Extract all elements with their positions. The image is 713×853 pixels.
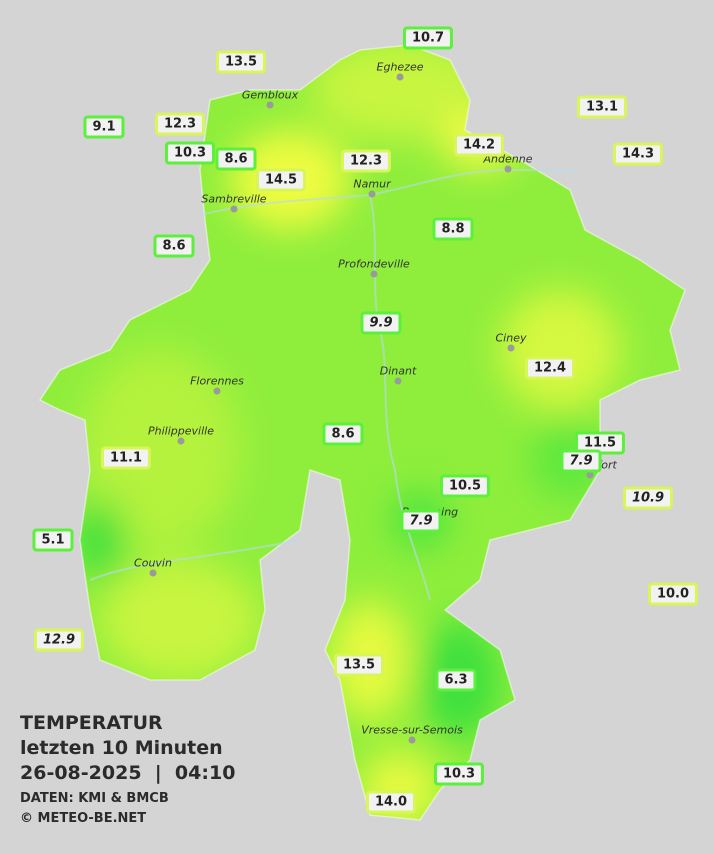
- station-value: 12.3: [340, 149, 392, 173]
- station-value: 5.1: [32, 528, 74, 552]
- town-dot: [408, 736, 416, 744]
- station-value: 9.9: [360, 311, 402, 335]
- copyright: © METEO-BE.NET: [20, 811, 147, 826]
- town-label: Couvin: [134, 556, 172, 570]
- datetime: 26-08-2025 | 04:10: [20, 762, 236, 784]
- town-label: Vresse-sur-Semois: [361, 723, 463, 737]
- town-dot: [507, 344, 515, 352]
- town-dot: [586, 471, 594, 479]
- town-dot: [394, 377, 402, 385]
- station-value: 8.6: [322, 422, 364, 446]
- station-value: 13.5: [333, 653, 385, 677]
- town-dot: [396, 73, 404, 81]
- station-value: 12.4: [524, 356, 576, 380]
- town-label: Namur: [353, 177, 391, 191]
- town-label: Profondeville: [338, 257, 410, 271]
- station-value: 10.3: [433, 762, 485, 786]
- station-value: 7.9: [400, 509, 442, 533]
- station-value: 6.3: [435, 668, 477, 692]
- source: DATEN: KMI & BMCB: [20, 791, 169, 806]
- town-dot: [230, 205, 238, 213]
- town-label: Philippeville: [148, 424, 214, 438]
- station-value: 10.3: [164, 141, 216, 165]
- station-value: 13.1: [576, 95, 628, 119]
- station-value: 14.3: [612, 142, 664, 166]
- station-value: 13.5: [215, 50, 267, 74]
- town-dot: [370, 270, 378, 278]
- station-value: 8.6: [153, 234, 195, 258]
- town-dot: [504, 165, 512, 173]
- town-label: Gembloux: [241, 88, 299, 102]
- station-value: 11.1: [100, 446, 152, 470]
- station-value: 8.6: [215, 147, 257, 171]
- subtitle: letzten 10 Minuten: [20, 737, 223, 759]
- town-label: Dinant: [379, 364, 417, 378]
- station-value: 10.7: [402, 26, 454, 50]
- station-value: 10.0: [647, 582, 699, 606]
- title: TEMPERATUR: [20, 712, 163, 734]
- station-value: 12.9: [33, 628, 85, 652]
- station-value: 14.5: [255, 168, 307, 192]
- station-value: 10.5: [439, 474, 491, 498]
- station-value: 12.3: [154, 112, 206, 136]
- station-value: 10.9: [622, 486, 674, 510]
- station-value: 7.9: [560, 449, 602, 473]
- town-dot: [213, 387, 221, 395]
- town-dot: [149, 569, 157, 577]
- station-value: 14.2: [453, 133, 505, 157]
- town-label: Eghezee: [376, 60, 424, 74]
- town-dot: [177, 437, 185, 445]
- town-dot: [368, 190, 376, 198]
- station-value: 14.0: [365, 790, 417, 814]
- station-value: 9.1: [83, 115, 125, 139]
- town-label: Sambreville: [201, 192, 267, 206]
- town-label: Ciney: [495, 331, 527, 345]
- station-value: 8.8: [432, 217, 474, 241]
- town-label: Florennes: [190, 374, 244, 388]
- town-dot: [266, 101, 274, 109]
